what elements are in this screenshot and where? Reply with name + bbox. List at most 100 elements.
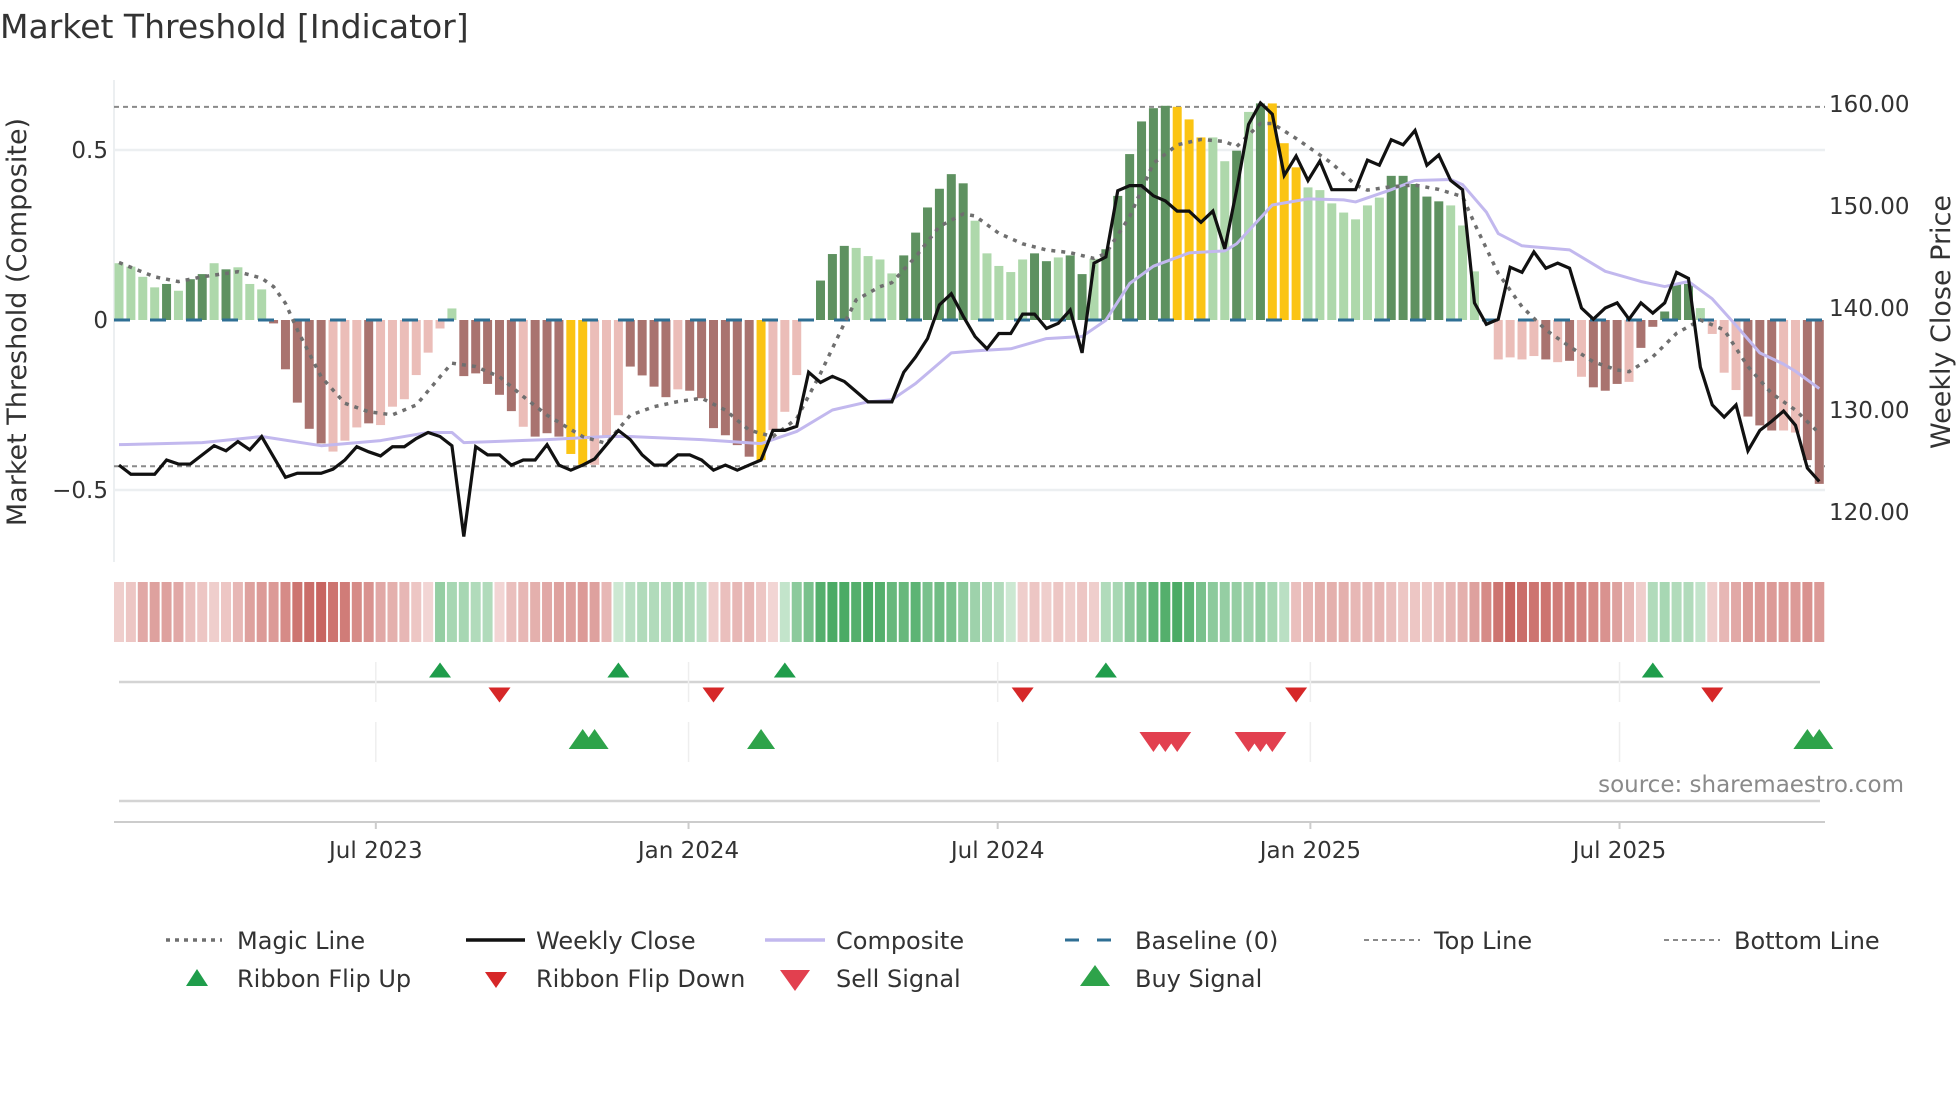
ribbon-cell: [1053, 582, 1064, 642]
ribbon-cell: [637, 582, 648, 642]
legend-item-composite[interactable]: Composite: [765, 927, 964, 955]
ribbon-cell: [1124, 582, 1135, 642]
ribbon-cell: [1195, 582, 1206, 642]
ribbon-cell: [328, 582, 339, 642]
composite-bar: [185, 279, 195, 320]
ribbon-cell: [708, 582, 719, 642]
composite-bar: [1303, 187, 1313, 320]
ribbon-cell: [316, 582, 327, 642]
legend-label: Magic Line: [237, 927, 365, 955]
ribbon-cell: [1303, 582, 1313, 642]
composite-bar: [1101, 249, 1111, 320]
ribbon-cell: [553, 582, 564, 642]
legend-item-baseline[interactable]: Baseline (0): [1065, 927, 1278, 955]
ribbon-cell: [1386, 582, 1397, 642]
composite-bar: [982, 253, 992, 320]
composite-bar: [780, 320, 790, 412]
composite-bar: [1398, 175, 1408, 320]
ribbon-cell: [696, 582, 707, 642]
ribbon-cell: [660, 582, 671, 642]
composite-bar: [923, 207, 933, 320]
triangle-up-icon: [186, 969, 208, 986]
ribbon-cell: [1267, 582, 1278, 642]
ribbon-cell: [1742, 582, 1753, 642]
composite-bar: [233, 267, 243, 320]
composite-bar: [1434, 201, 1444, 320]
source-label: source: sharemaestro.com: [1598, 772, 1904, 798]
composite-bar: [530, 320, 540, 437]
ribbon-cell: [886, 582, 897, 642]
ribbon-cell: [1041, 582, 1052, 642]
ribbon-cell: [1410, 582, 1421, 642]
right-axis-label: Weekly Close Price: [1926, 195, 1957, 449]
legend-item-magic-line[interactable]: Magic Line: [166, 927, 365, 955]
ribbon-cell: [221, 582, 232, 642]
ribbon-cell: [732, 582, 743, 642]
ribbon-cell: [1029, 582, 1040, 642]
ribbon-flip-down-marker: [488, 687, 511, 703]
composite-bar: [1767, 320, 1777, 431]
composite-bar: [364, 320, 374, 424]
ribbon-cell: [256, 582, 267, 642]
composite-bar: [1802, 320, 1812, 461]
composite-bar: [1244, 111, 1254, 320]
composite-bar: [1422, 196, 1432, 320]
composite-bar: [447, 308, 457, 320]
magic-line: [118, 121, 1821, 446]
ribbon-cell: [482, 582, 493, 642]
legend-item-buy-signal[interactable]: Buy Signal: [1080, 965, 1262, 993]
composite-bar: [269, 320, 279, 324]
composite-bar: [1267, 103, 1277, 320]
composite-bar: [542, 320, 552, 434]
composite-bar: [423, 320, 433, 353]
composite-bar: [720, 320, 730, 436]
composite-bar: [970, 220, 980, 320]
legend-item-ribbon-flip-down[interactable]: Ribbon Flip Down: [485, 965, 745, 993]
legend-item-bottom-line[interactable]: Bottom Line: [1664, 927, 1880, 955]
ribbon-cell: [1671, 582, 1682, 642]
ribbon-cell: [1255, 582, 1266, 642]
ribbon-flip-down-marker: [702, 687, 725, 703]
composite-bar: [1648, 320, 1658, 327]
ribbon-cell: [446, 582, 457, 642]
legend-label: Top Line: [1433, 927, 1532, 955]
legend-item-top-line[interactable]: Top Line: [1364, 927, 1532, 955]
composite-bar: [209, 263, 219, 320]
ribbon-cell: [1338, 582, 1349, 642]
legend-label: Weekly Close: [536, 927, 696, 955]
ribbon-cell: [542, 582, 553, 642]
ribbon-flip-up-marker: [773, 662, 796, 678]
ribbon-cell: [518, 582, 529, 642]
ribbon-cell: [946, 582, 957, 642]
composite-bar: [1458, 225, 1468, 320]
buy-signal-marker: [580, 729, 609, 749]
ribbon-cell: [1219, 582, 1230, 642]
legend-item-ribbon-flip-up[interactable]: Ribbon Flip Up: [186, 965, 411, 993]
legend-item-sell-signal[interactable]: Sell Signal: [780, 965, 961, 993]
composite-bar: [1172, 106, 1182, 320]
composite-bar: [1707, 320, 1717, 334]
ribbon-cell: [779, 582, 790, 642]
ribbon-cell: [803, 582, 814, 642]
composite-bar: [304, 320, 314, 429]
composite-bar: [1636, 320, 1646, 348]
ribbon-cell: [1683, 582, 1694, 642]
ribbon-cell: [1291, 582, 1302, 642]
ribbon-cell: [161, 582, 172, 642]
ribbon-flip-up-marker: [1641, 662, 1664, 678]
composite-bar: [352, 320, 362, 428]
composite-bar: [1814, 320, 1824, 484]
ribbon-cell: [1802, 582, 1813, 642]
ribbon-cell: [1421, 582, 1432, 642]
ribbon-cell: [280, 582, 291, 642]
composite-bar: [1065, 255, 1075, 320]
ribbon-cell: [589, 582, 600, 642]
sell-signal-marker: [1258, 732, 1287, 752]
composite-bar: [1077, 274, 1087, 320]
composite-bar: [1030, 253, 1040, 320]
composite-bar: [1137, 121, 1147, 320]
ribbon-cell: [625, 582, 636, 642]
ribbon-cell: [684, 582, 695, 642]
buy-signal-marker: [1805, 729, 1834, 749]
legend-item-weekly-close[interactable]: Weekly Close: [466, 927, 696, 955]
